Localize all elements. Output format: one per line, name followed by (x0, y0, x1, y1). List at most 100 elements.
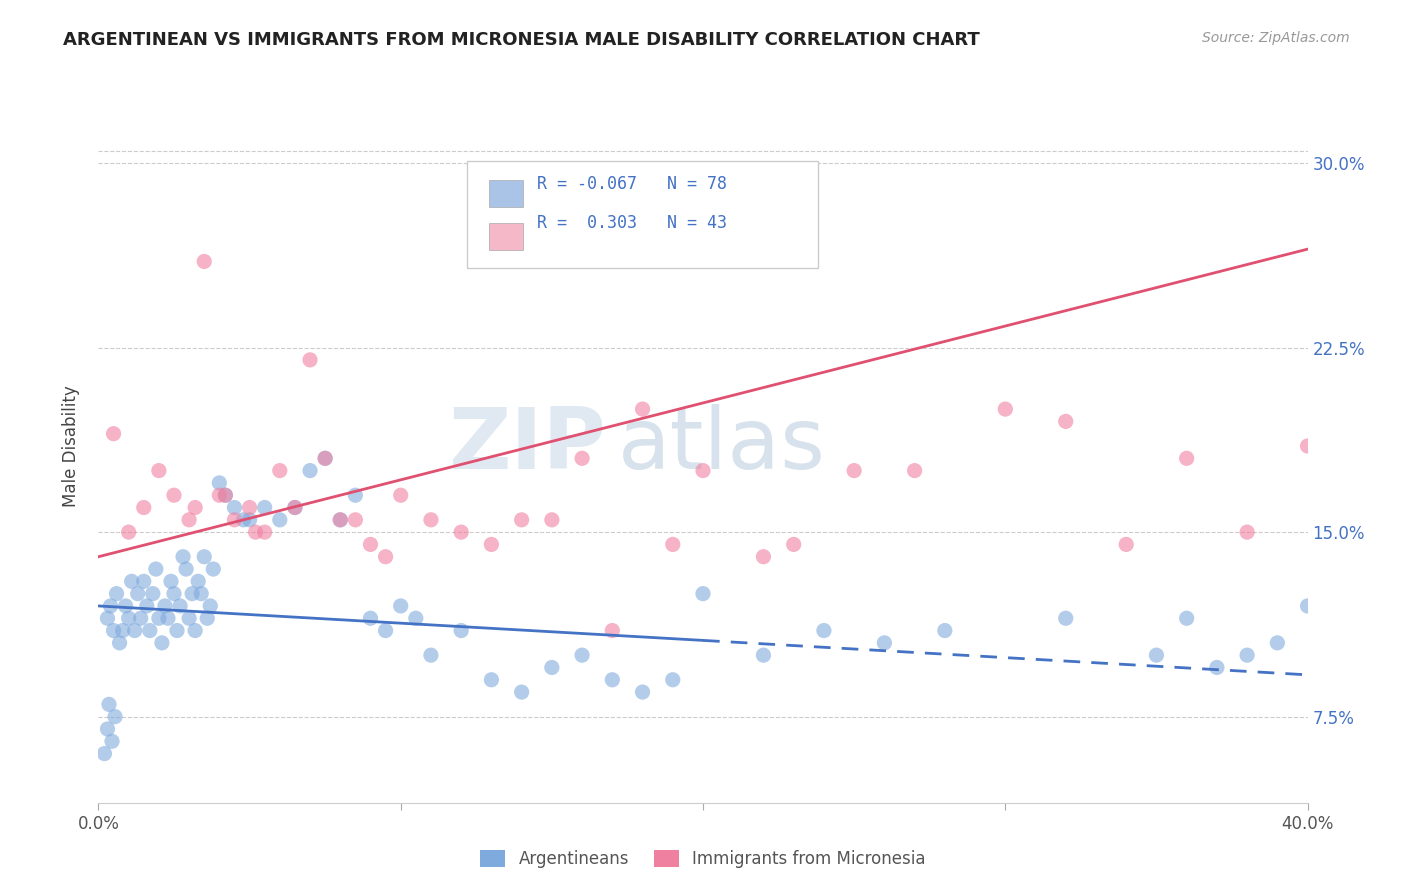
Point (284, 500, 307, 515)
Point (510, 685, 533, 699)
Point (631, 685, 654, 699)
Point (181, 587, 204, 601)
Point (329, 513, 352, 527)
Point (344, 488, 367, 502)
Point (190, 587, 212, 601)
Point (193, 549, 215, 564)
Point (450, 624, 472, 638)
Point (179, 611, 201, 625)
Point (160, 574, 183, 589)
Point (103, 426, 125, 441)
Point (934, 624, 956, 638)
Point (661, 537, 683, 551)
Point (103, 624, 125, 638)
Point (253, 500, 276, 515)
Point (166, 624, 188, 638)
Point (602, 624, 624, 638)
Point (101, 734, 124, 748)
Point (1175, 611, 1198, 625)
Point (571, 451, 593, 466)
Legend: Argentineans, Immigrants from Micronesia: Argentineans, Immigrants from Micronesia (474, 843, 932, 875)
Text: R = -0.067   N = 78: R = -0.067 N = 78 (537, 175, 727, 193)
Point (195, 611, 218, 625)
Point (139, 624, 162, 638)
Point (481, 673, 503, 687)
Point (374, 624, 396, 638)
Point (269, 464, 291, 478)
Point (174, 562, 197, 576)
Point (132, 574, 155, 589)
Point (1296, 599, 1319, 613)
Point (232, 513, 254, 527)
Point (224, 500, 246, 515)
Point (156, 611, 179, 625)
Point (96, 722, 118, 736)
Point (269, 513, 291, 527)
Point (602, 673, 624, 687)
Point (510, 513, 533, 527)
Point (783, 537, 806, 551)
Point (752, 549, 775, 564)
Point (1146, 648, 1168, 662)
Point (1236, 525, 1258, 540)
Point (873, 636, 896, 650)
Point (214, 488, 236, 502)
Point (813, 624, 835, 638)
Point (571, 648, 593, 662)
Point (253, 525, 276, 540)
Point (129, 611, 152, 625)
Point (208, 488, 231, 502)
Point (481, 537, 503, 551)
Point (314, 451, 336, 466)
Point (96, 611, 118, 625)
Point (360, 537, 382, 551)
Point (389, 488, 412, 502)
Text: atlas: atlas (619, 404, 827, 488)
Point (1267, 636, 1289, 650)
FancyBboxPatch shape (467, 161, 818, 268)
Point (135, 599, 157, 613)
Point (104, 709, 127, 723)
Point (1236, 648, 1258, 662)
Point (1296, 439, 1319, 453)
Point (184, 624, 207, 638)
Point (108, 636, 131, 650)
Point (163, 488, 186, 502)
Text: R =  0.303   N = 43: R = 0.303 N = 43 (537, 214, 727, 232)
FancyBboxPatch shape (489, 223, 523, 250)
Point (314, 451, 336, 466)
Point (93, 747, 115, 761)
Point (540, 660, 562, 674)
Point (124, 624, 146, 638)
Point (163, 587, 186, 601)
Point (224, 513, 246, 527)
Point (142, 587, 165, 601)
Point (692, 464, 714, 478)
Point (239, 500, 262, 515)
Point (360, 611, 382, 625)
Point (329, 513, 352, 527)
Point (114, 599, 136, 613)
Point (187, 574, 209, 589)
Point (169, 599, 191, 613)
Point (420, 648, 443, 662)
Point (208, 475, 231, 490)
Point (420, 513, 443, 527)
Point (200, 599, 222, 613)
Point (127, 587, 149, 601)
Point (111, 624, 134, 638)
Point (214, 488, 236, 502)
Point (1054, 414, 1077, 428)
Point (118, 611, 141, 625)
Point (245, 525, 267, 540)
FancyBboxPatch shape (489, 180, 523, 207)
Text: ARGENTINEAN VS IMMIGRANTS FROM MICRONESIA MALE DISABILITY CORRELATION CHART: ARGENTINEAN VS IMMIGRANTS FROM MICRONESI… (63, 31, 980, 49)
Text: ZIP: ZIP (449, 404, 606, 488)
Point (389, 599, 412, 613)
Point (450, 525, 472, 540)
Point (179, 513, 201, 527)
Point (118, 525, 141, 540)
Point (994, 402, 1017, 417)
Point (105, 587, 128, 601)
Point (202, 562, 225, 576)
